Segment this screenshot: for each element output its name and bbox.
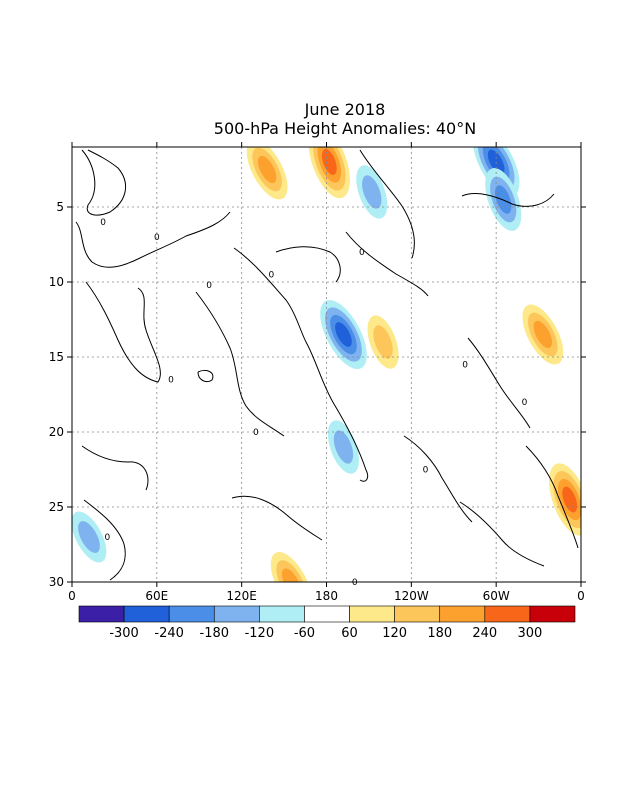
contour-value-label: 0 [462,361,468,371]
contour-value-label: 0 [154,233,160,243]
colorbar-swatch [394,605,441,623]
chart-title: June 2018 [304,100,386,119]
colorbar-swatch [123,605,170,623]
y-tick-label: 10 [49,275,64,289]
contour-value-label: 0 [423,466,429,476]
colorbar-label: -240 [154,626,184,641]
colorbar-swatch [349,605,395,623]
x-tick-label: 60E [145,589,168,603]
colorbar-swatch [484,605,531,623]
zero-contour [197,369,214,383]
colorbar-label: 240 [472,626,497,641]
zero-contour [467,337,531,429]
positive-anomaly-region [562,486,578,513]
zero-contour [83,499,126,581]
y-tick-label: 25 [49,500,64,514]
positive-anomaly-region [373,325,393,359]
zero-contour [231,495,323,541]
colorbar-swatch [304,605,350,623]
contour-value-label: 0 [522,398,528,408]
colorbar-label: 300 [517,626,542,641]
y-axis: 5 10 15 20 25 30 [49,200,586,589]
negative-anomaly-region [335,322,352,347]
x-tick-label: 120W [394,589,429,603]
y-tick-label: 15 [49,350,64,364]
zero-contour [525,445,579,549]
negative-anomaly-region [78,521,100,553]
zero-contour [461,193,555,207]
colorbar-swatch [439,605,486,623]
colorbar-swatch [213,605,260,623]
chart-subtitle: 500-hPa Height Anomalies: 40°N [214,119,476,138]
x-tick-label: 180 [315,589,338,603]
zero-contour [345,231,429,297]
y-tick-label: 5 [56,200,64,214]
zero-contour [275,246,341,283]
positive-anomaly-region [533,320,553,349]
zero-contours [75,149,579,581]
colorbar: -300 -240 -180 -120 -60 60 120 180 240 300 [78,605,576,641]
contour-value-label: 0 [352,578,358,588]
y-tick-label: 20 [49,425,64,439]
zero-contour [85,281,161,383]
colorbar-label: -180 [200,626,230,641]
contour-value-label: 0 [268,271,274,281]
colorbar-swatch [78,605,125,623]
zero-contour [233,247,369,482]
contour-labels: 0 0 0 0 0 0 0 0 0 0 0 0 [100,218,527,588]
zero-contour [81,149,126,216]
negative-anomaly-region [362,175,382,209]
x-tick-label: 0 [68,589,76,603]
zero-contour [75,211,231,268]
colorbar-swatch [168,605,215,623]
colorbar-label: 60 [341,626,358,641]
colorbar-label: -300 [109,626,139,641]
colorbar-label: 120 [382,626,407,641]
zero-contour [403,435,473,523]
contour-value-label: 0 [104,533,110,543]
positive-anomaly-region [321,149,337,175]
contour-value-label: 0 [100,218,106,228]
colorbar-label: -60 [294,626,315,641]
zero-contour [195,291,285,437]
colorbar-swatch [259,605,305,623]
zero-contour [81,445,149,491]
colorbar-label: -120 [245,626,275,641]
y-tick-label: 30 [49,575,64,589]
x-tick-label: 60W [483,589,510,603]
negative-anomaly-region [333,430,354,464]
anomaly-field [72,147,581,582]
zero-contour [459,501,545,567]
x-tick-label: 120E [226,589,257,603]
x-tick-label: 0 [577,589,585,603]
contour-value-label: 0 [253,428,259,438]
zero-contour [359,149,415,259]
contour-value-label: 0 [168,376,174,386]
positive-anomaly-region [257,155,277,184]
contour-value-label: 0 [206,281,212,291]
colorbar-label: 180 [427,626,452,641]
colorbar-swatch [529,605,576,623]
contour-value-label: 0 [359,248,365,258]
positive-anomaly-region [281,568,301,582]
x-axis: 0 60E 120E 180 120W 60W 0 [68,142,585,603]
